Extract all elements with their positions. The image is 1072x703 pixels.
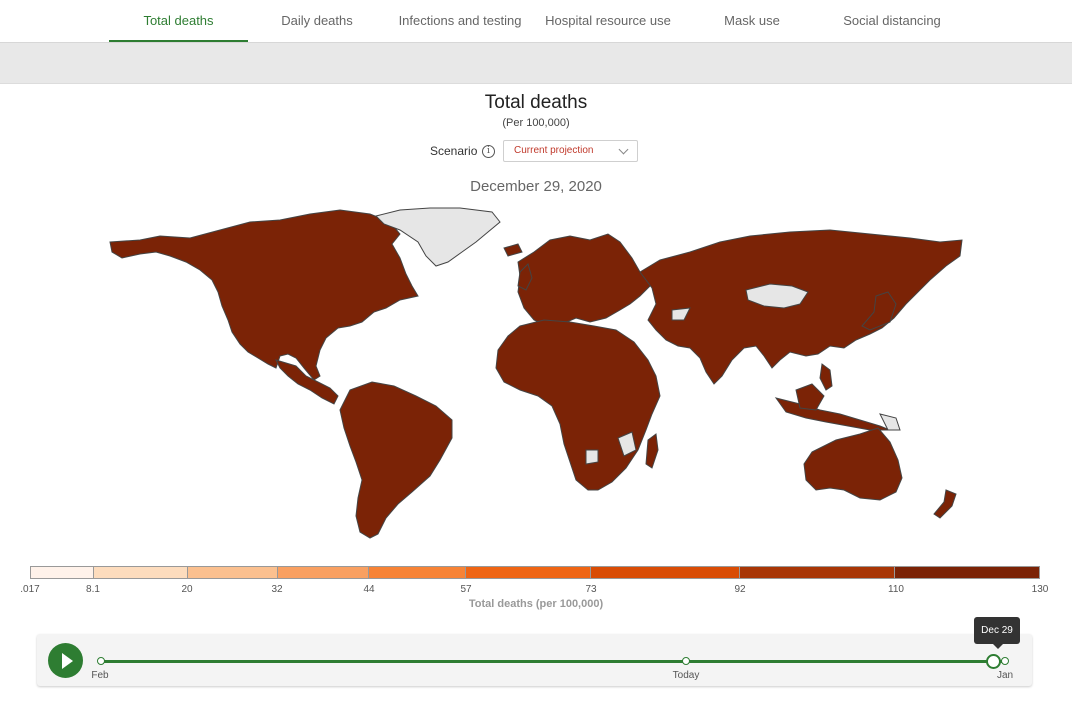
tab-hospital-resource-use[interactable]: Hospital resource use bbox=[545, 13, 671, 28]
page-subtitle: (Per 100,000) bbox=[502, 117, 570, 129]
color-legend bbox=[30, 566, 1040, 579]
map-region-mongolia bbox=[745, 283, 809, 309]
legend-tick-label: 73 bbox=[585, 584, 597, 595]
legend-title: Total deaths (per 100,000) bbox=[468, 598, 604, 610]
map-region-grey-patch bbox=[617, 431, 637, 457]
legend-tick-label: 8.1 bbox=[86, 584, 100, 595]
timeline-label-end: Jan bbox=[996, 670, 1014, 681]
legend-tick-label: 20 bbox=[181, 584, 193, 595]
map-region-iceland bbox=[503, 243, 523, 257]
map-region-south-america bbox=[339, 381, 453, 539]
legend-segment bbox=[369, 567, 467, 578]
legend-tick-label: .017 bbox=[20, 584, 40, 595]
page-title: Total deaths bbox=[484, 92, 588, 113]
tab-total-deaths[interactable]: Total deaths bbox=[109, 0, 248, 42]
tab-social-distancing[interactable]: Social distancing bbox=[843, 13, 941, 28]
play-button[interactable] bbox=[48, 643, 83, 678]
map-region-philippines bbox=[819, 363, 833, 391]
map-region-new-zealand bbox=[933, 489, 957, 519]
play-icon bbox=[62, 653, 73, 669]
legend-tick-label: 57 bbox=[460, 584, 472, 595]
timeline-tooltip: Dec 29 bbox=[974, 617, 1020, 649]
legend-tick-label: 110 bbox=[888, 584, 904, 595]
info-icon[interactable]: i bbox=[482, 145, 495, 158]
timeline-end-node[interactable] bbox=[1001, 657, 1009, 665]
map-region-africa bbox=[495, 319, 661, 491]
timeline-handle[interactable] bbox=[986, 654, 1002, 669]
legend-segment bbox=[31, 567, 94, 578]
map-region-japan bbox=[861, 291, 897, 331]
map-region-europe bbox=[517, 233, 653, 327]
map-region-madagascar bbox=[645, 433, 659, 469]
legend-segment bbox=[93, 567, 188, 578]
legend-segment bbox=[895, 567, 1039, 578]
legend-tick-label: 32 bbox=[271, 584, 283, 595]
legend-tick-label: 92 bbox=[734, 584, 746, 595]
timeline-start-node[interactable] bbox=[97, 657, 105, 665]
map-region-asia bbox=[639, 229, 963, 385]
scenario-label: Scenario bbox=[430, 144, 478, 158]
timeline-label-start: Feb bbox=[91, 670, 109, 681]
timeline-label-today: Today bbox=[672, 670, 700, 681]
map-region-australia bbox=[803, 427, 903, 501]
legend-tick-label: 44 bbox=[363, 584, 375, 595]
map-region-uk bbox=[517, 263, 533, 291]
chevron-down-icon bbox=[618, 144, 629, 155]
map-region-grey-patch bbox=[585, 449, 599, 465]
timeline-track[interactable] bbox=[100, 660, 1005, 663]
map-region-borneo bbox=[795, 383, 825, 411]
legend-segment bbox=[590, 567, 740, 578]
map-region-north-america bbox=[109, 209, 419, 381]
map-region-grey-patch bbox=[671, 307, 691, 321]
tab-bar: Total deaths Daily deaths Infections and… bbox=[0, 0, 1072, 43]
tab-daily-deaths[interactable]: Daily deaths bbox=[281, 13, 353, 28]
legend-segment bbox=[187, 567, 278, 578]
legend-segment bbox=[466, 567, 591, 578]
scenario-selected-value: Current projection bbox=[514, 145, 594, 156]
map-region-central-america bbox=[275, 359, 339, 405]
map-region-greenland bbox=[375, 207, 501, 267]
scenario-select[interactable]: Current projection bbox=[503, 140, 638, 162]
map-region-grey-patch bbox=[879, 413, 901, 431]
tab-mask-use[interactable]: Mask use bbox=[724, 13, 780, 28]
map-date: December 29, 2020 bbox=[470, 178, 602, 195]
legend-tick-label: 130 bbox=[1031, 584, 1049, 595]
timeline-today-node[interactable] bbox=[682, 657, 690, 665]
legend-segment bbox=[739, 567, 896, 578]
toolbar-band bbox=[0, 43, 1072, 84]
world-map[interactable] bbox=[100, 200, 970, 545]
legend-segment bbox=[277, 567, 370, 578]
tab-infections-testing[interactable]: Infections and testing bbox=[398, 13, 522, 28]
map-region-indonesia bbox=[774, 397, 891, 431]
